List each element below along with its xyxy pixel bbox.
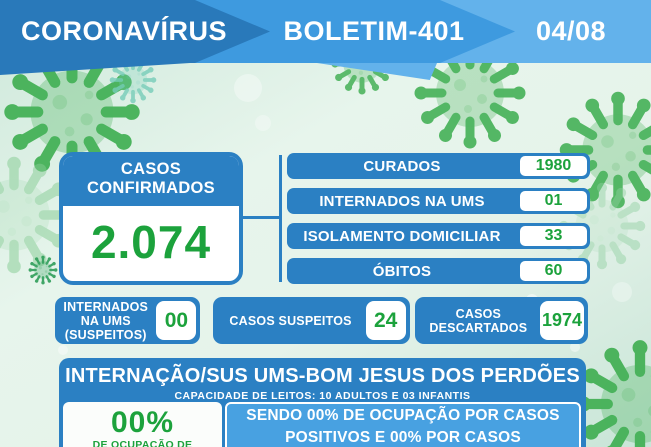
summary-box-casos-descartados: CASOS DESCARTADOS 1974 [414, 297, 588, 344]
stat-value: 33 [517, 223, 590, 249]
hospital-content: 00% DE OCUPAÇÃO DE LEITOS PARA ADULTOS S… [63, 402, 581, 447]
occupancy-box: 00% DE OCUPAÇÃO DE LEITOS PARA ADULTOS [63, 402, 222, 447]
hospital-subtitle: CAPACIDADE DE LEITOS: 10 ADULTOS E 03 IN… [174, 390, 471, 402]
confirmed-cases-value: 2.074 [90, 215, 212, 268]
summary-label: CASOS DESCARTADOS [429, 306, 528, 335]
virus-icon [29, 256, 58, 285]
connector-line [279, 155, 282, 282]
hospital-card: INTERNAÇÃO/SUS UMS-BOM JESUS DOS PERDÕES… [59, 358, 586, 447]
bulletin-date: 04/08 [535, 16, 607, 46]
occupancy-percent: 00% [110, 406, 175, 439]
stat-value: 01 [517, 188, 590, 214]
stat-label: CURADOS [363, 157, 441, 175]
stat-row-isolamento: ISOLAMENTO DOMICILIAR 33 [287, 223, 590, 249]
confirmed-cases-card: CASOS CONFIRMADOS 2.074 [59, 152, 243, 285]
bulletin-number: BOLETIM-401 [283, 16, 465, 46]
occupancy-note: SENDO 00% DE OCUPAÇÃO POR CASOS POSITIVO… [225, 402, 581, 447]
summary-label: INTERNADOS NA UMS (SUSPEITOS) [63, 299, 149, 342]
stat-row-curados: CURADOS 1980 [287, 153, 590, 179]
header-banner: CORONAVÍRUS BOLETIM-401 04/08 [0, 0, 651, 63]
stat-row-obitos: ÓBITOS 60 [287, 258, 590, 284]
connector-line [243, 216, 281, 219]
stat-row-internados: INTERNADOS NA UMS 01 [287, 188, 590, 214]
stat-label: ISOLAMENTO DOMICILIAR [303, 227, 501, 245]
summary-box-casos-suspeitos: CASOS SUSPEITOS 24 [213, 297, 410, 344]
summary-value: 1974 [540, 301, 584, 340]
virus-icon [576, 340, 651, 447]
page-title: CORONAVÍRUS [20, 16, 227, 46]
stat-value: 60 [517, 258, 590, 284]
occupancy-label-line1: DE OCUPAÇÃO DE [92, 438, 193, 447]
stat-label: INTERNADOS NA UMS [319, 192, 485, 210]
summary-label: CASOS SUSPEITOS [229, 313, 352, 328]
hospital-title: INTERNAÇÃO/SUS UMS-BOM JESUS DOS PERDÕES [65, 365, 580, 387]
summary-box-internados-suspeitos: INTERNADOS NA UMS (SUSPEITOS) 00 [55, 297, 201, 344]
stat-label: ÓBITOS [372, 262, 432, 280]
summary-boxes: INTERNADOS NA UMS (SUSPEITOS) 00 CASOS S… [55, 297, 588, 344]
stat-rows: CURADOS 1980 INTERNADOS NA UMS 01 ISOLAM… [287, 153, 590, 284]
confirmed-cases-label: CASOS CONFIRMADOS [63, 156, 239, 206]
stat-value: 1980 [517, 153, 590, 179]
summary-value: 24 [365, 301, 406, 340]
summary-value: 00 [156, 301, 197, 340]
